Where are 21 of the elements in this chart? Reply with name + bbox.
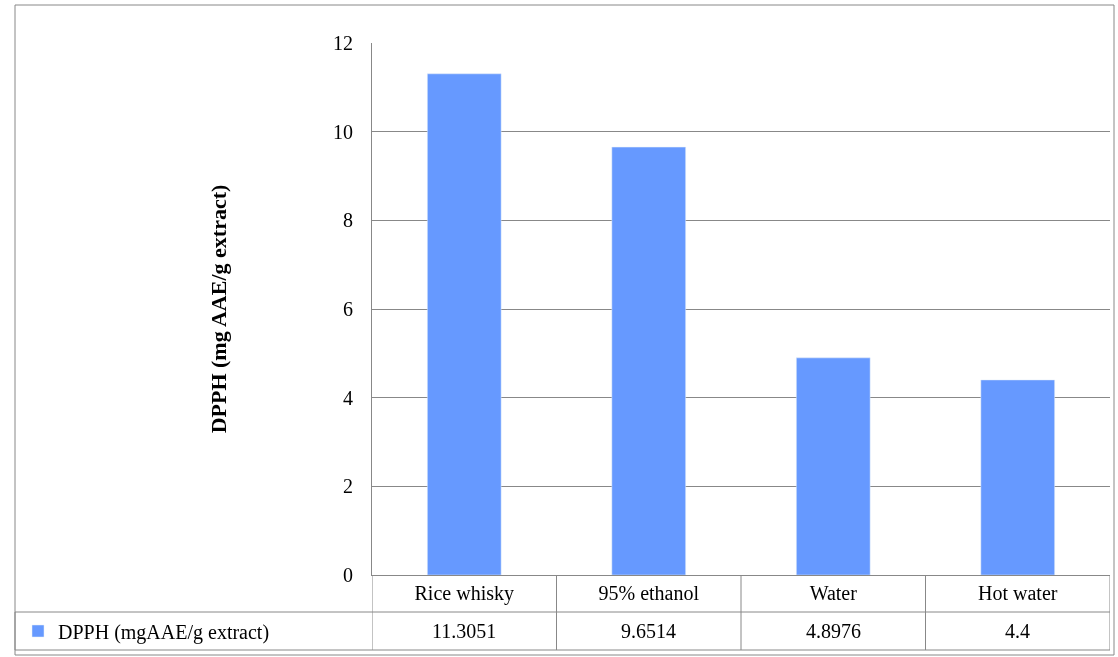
bar xyxy=(980,379,1055,575)
legend-label: DPPH (mgAAE/g extract) xyxy=(58,620,270,644)
y-tick-label: 10 xyxy=(333,120,353,143)
data-label: 11.3051 xyxy=(432,620,497,642)
x-tick-label: Water xyxy=(809,582,858,604)
data-label: 4.8976 xyxy=(806,620,861,642)
bar xyxy=(427,73,502,575)
x-tick-label: 95% ethanol xyxy=(598,582,700,604)
y-tick-label: 12 xyxy=(333,32,353,54)
y-tick-label: 4 xyxy=(343,386,353,409)
bar xyxy=(796,357,871,575)
y-tick-label: 6 xyxy=(343,298,353,320)
y-tick-label: 2 xyxy=(343,475,353,498)
data-label: 4.4 xyxy=(1005,620,1030,642)
y-tick-label: 8 xyxy=(343,209,353,232)
data-label: 9.6514 xyxy=(621,620,676,642)
bar xyxy=(611,146,686,575)
x-tick-label: Rice whisky xyxy=(414,582,514,605)
y-axis-title: DPPH (mg AAE/g extract) xyxy=(205,184,231,434)
x-tick-label: Hot water xyxy=(978,582,1058,604)
y-tick-label: 0 xyxy=(343,564,353,586)
